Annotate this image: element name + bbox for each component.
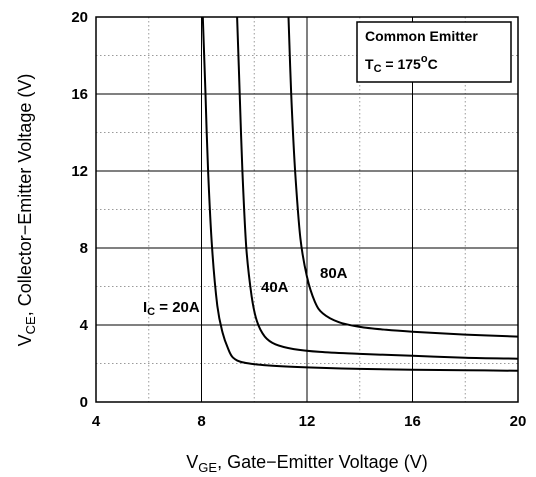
x-axis-title-sub: GE bbox=[198, 460, 217, 475]
x-axis-title: VGE, Gate−Emitter Voltage (V) bbox=[186, 452, 427, 475]
legend-line-2: TC = 175oC bbox=[365, 53, 438, 75]
y-tick-label: 16 bbox=[71, 86, 88, 103]
y-tick-label: 8 bbox=[80, 240, 88, 257]
y-tick-label: 12 bbox=[71, 163, 88, 180]
curve-label-20a-rest: = 20A bbox=[155, 299, 200, 316]
y-tick-label: 20 bbox=[71, 9, 88, 26]
x-axis-title-rest: , Gate−Emitter Voltage (V) bbox=[217, 452, 428, 472]
curve-label-20a-sub: C bbox=[147, 306, 155, 318]
curve-label-40a: 40A bbox=[261, 279, 289, 296]
x-tick-labels: 4 8 12 16 20 bbox=[92, 413, 527, 430]
curve-label-20a-main: I bbox=[143, 299, 147, 316]
legend-line-2-sub: C bbox=[374, 63, 382, 75]
legend: Common Emitter TC = 175oC bbox=[356, 21, 512, 83]
legend-line-2-rest: = 175 bbox=[382, 56, 422, 72]
series-line-20a bbox=[201, 16, 519, 372]
legend-line-2-end: C bbox=[428, 56, 438, 72]
y-axis-title-sub: CE bbox=[23, 316, 38, 334]
x-tick-label: 8 bbox=[197, 413, 205, 430]
legend-line-2-main: T bbox=[365, 56, 374, 72]
series-line-80a bbox=[287, 16, 519, 338]
x-tick-label: 20 bbox=[510, 413, 527, 430]
curve-label-80a: 80A bbox=[320, 265, 348, 282]
x-tick-label: 4 bbox=[92, 413, 101, 430]
y-tick-labels: 0 4 8 12 16 20 bbox=[71, 9, 88, 411]
plot-frame bbox=[95, 16, 519, 403]
legend-line-2-sup: o bbox=[421, 53, 428, 65]
y-tick-label: 4 bbox=[80, 317, 89, 334]
legend-box bbox=[356, 21, 512, 83]
x-tick-label: 16 bbox=[404, 413, 421, 430]
legend-line-1: Common Emitter bbox=[365, 28, 478, 44]
y-axis-title-main: V bbox=[15, 334, 35, 346]
curve-label-20a: IC = 20A bbox=[143, 299, 200, 318]
y-tick-label: 0 bbox=[80, 394, 88, 411]
x-tick-label: 12 bbox=[299, 413, 316, 430]
y-axis-title-rest: , Collector−Emitter Voltage (V) bbox=[15, 74, 35, 317]
x-axis-title-main: V bbox=[186, 452, 198, 472]
series-line-40a bbox=[236, 16, 519, 360]
curves bbox=[201, 16, 519, 372]
y-axis-title: VCE, Collector−Emitter Voltage (V) bbox=[15, 74, 38, 347]
